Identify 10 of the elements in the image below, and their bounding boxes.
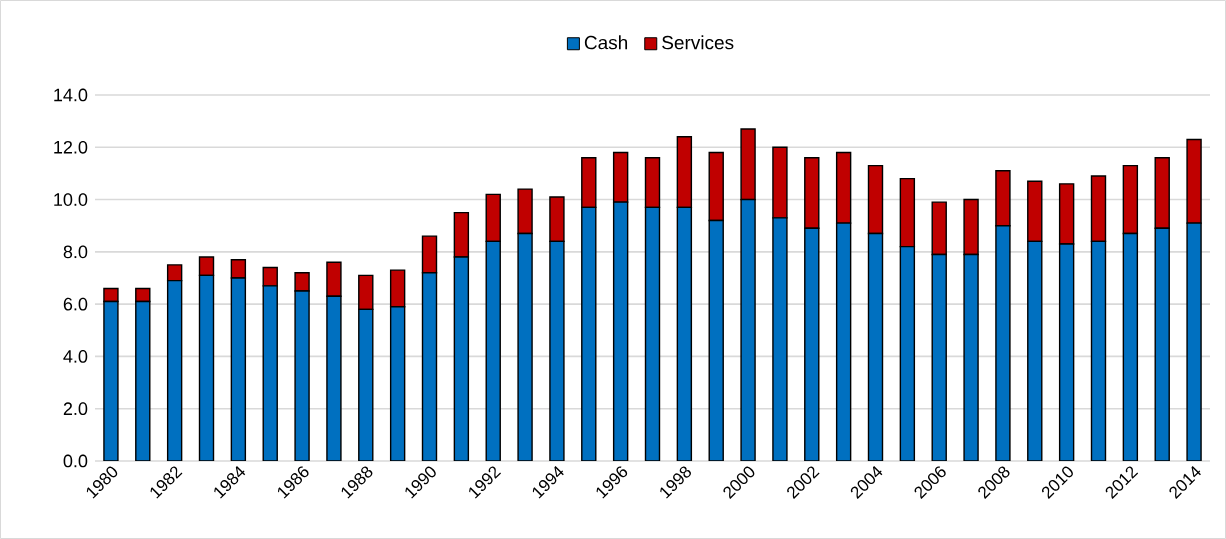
y-tick-label: 0.0 bbox=[63, 454, 88, 468]
y-tick-label: 4.0 bbox=[63, 350, 88, 363]
legend-label: Services bbox=[662, 35, 734, 50]
y-tick-label: 2.0 bbox=[63, 402, 88, 416]
y-tick-label: 12.0 bbox=[54, 140, 88, 154]
y-tick-label: 14.0 bbox=[54, 88, 88, 102]
y-tick-label: 10.0 bbox=[54, 193, 88, 206]
y-tick-label: 8.0 bbox=[63, 245, 88, 259]
y-tick-label: 6.0 bbox=[63, 297, 88, 311]
legend-label: Cash bbox=[584, 35, 628, 50]
